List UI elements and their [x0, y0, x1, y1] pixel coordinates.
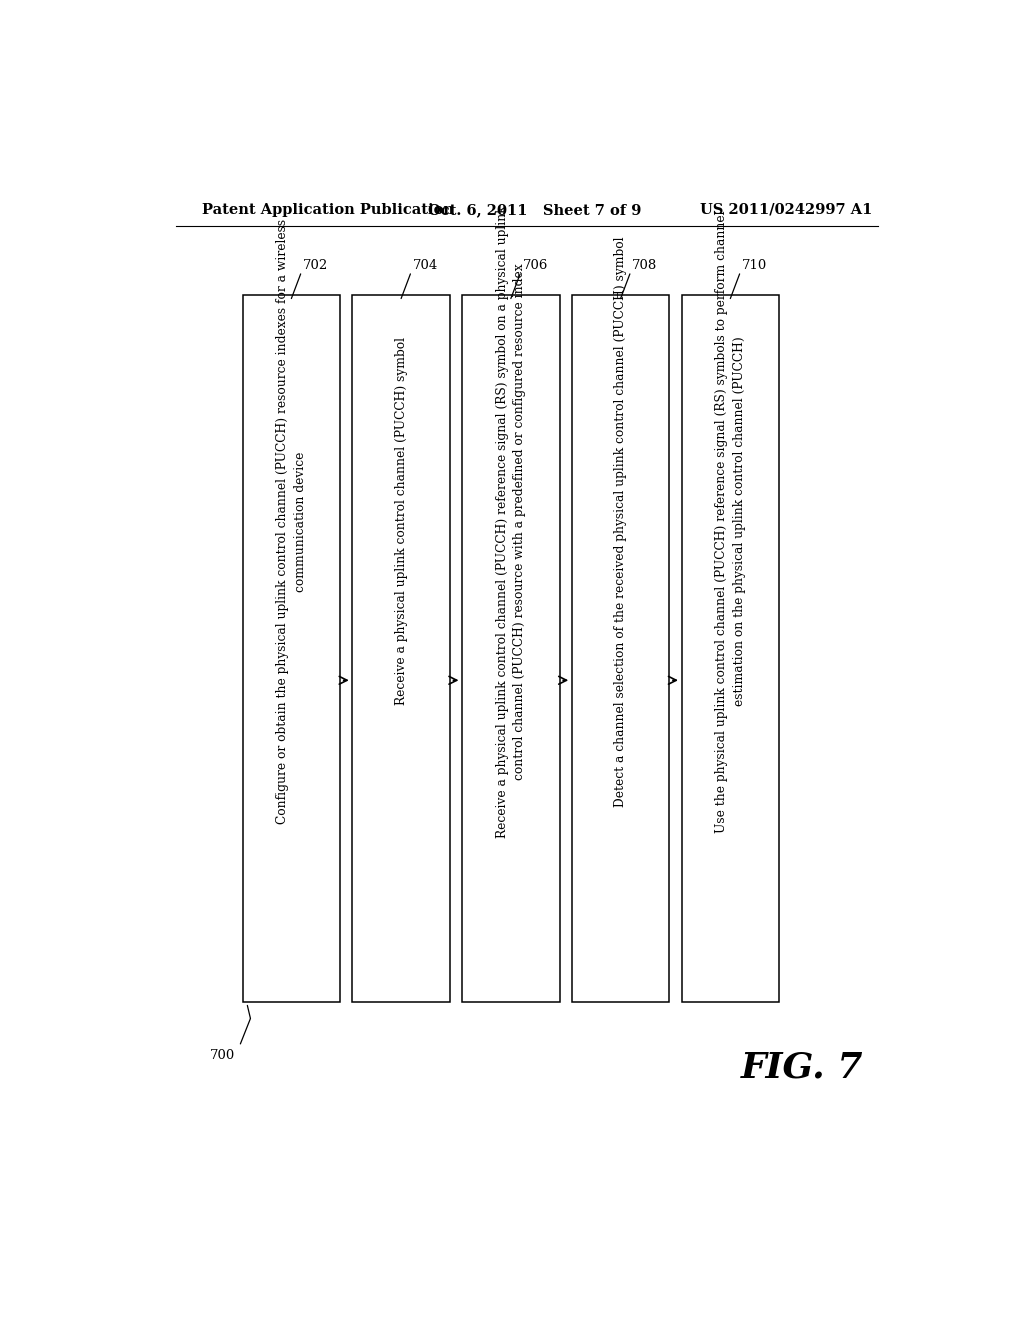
Text: 706: 706	[522, 259, 548, 272]
Bar	[352, 296, 450, 1002]
Text: Receive a physical uplink control channel (PUCCH) reference signal (RS) symbol o: Receive a physical uplink control channe…	[496, 205, 526, 838]
Text: 700: 700	[210, 1049, 234, 1063]
Text: US 2011/0242997 A1: US 2011/0242997 A1	[700, 203, 872, 216]
Text: Detect a channel selection of the received physical uplink control channel (PUCC: Detect a channel selection of the receiv…	[614, 236, 627, 807]
Bar	[572, 296, 670, 1002]
Text: Use the physical uplink control channel (PUCCH) reference signal (RS) symbols to: Use the physical uplink control channel …	[715, 210, 745, 833]
Text: FIG. 7: FIG. 7	[741, 1049, 863, 1084]
Text: Oct. 6, 2011   Sheet 7 of 9: Oct. 6, 2011 Sheet 7 of 9	[428, 203, 641, 216]
Text: 702: 702	[303, 259, 329, 272]
Bar	[682, 296, 779, 1002]
Bar	[243, 296, 340, 1002]
Bar	[462, 296, 559, 1002]
Text: 704: 704	[413, 259, 438, 272]
Text: Receive a physical uplink control channel (PUCCH) symbol: Receive a physical uplink control channe…	[394, 338, 408, 705]
Text: Patent Application Publication: Patent Application Publication	[202, 203, 454, 216]
Text: Configure or obtain the physical uplink control channel (PUCCH) resource indexes: Configure or obtain the physical uplink …	[276, 219, 306, 824]
Text: 708: 708	[632, 259, 657, 272]
Text: 710: 710	[742, 259, 767, 272]
